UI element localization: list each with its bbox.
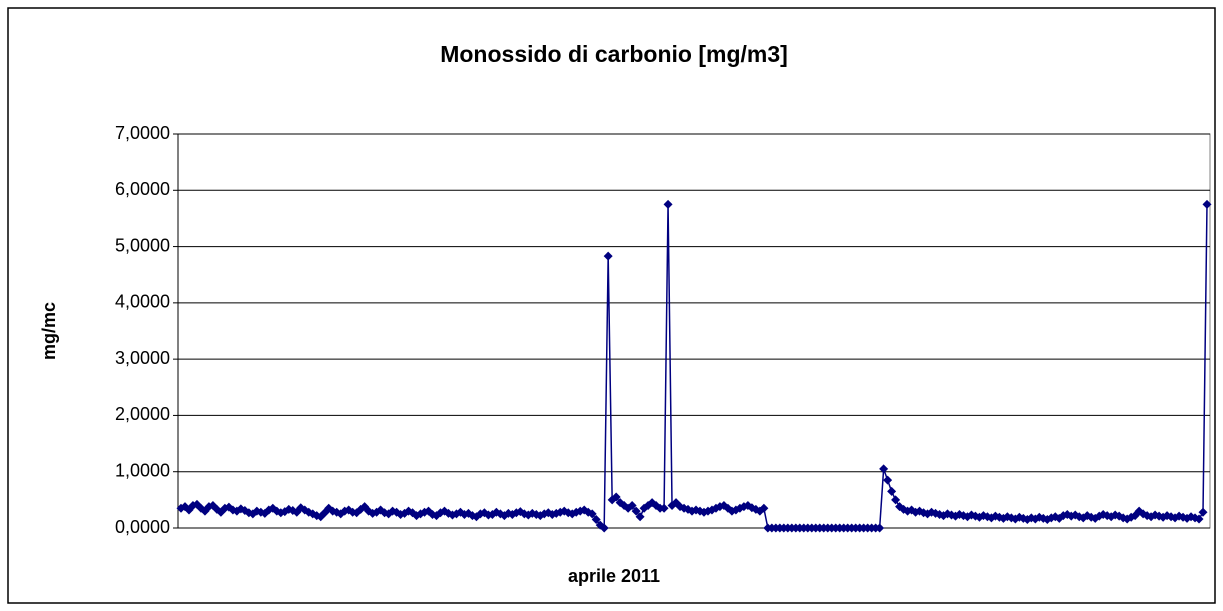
data-point [891, 495, 901, 505]
data-point [567, 509, 577, 519]
y-tick-label: 7,0000 [115, 123, 170, 143]
data-point [923, 509, 933, 519]
data-point [627, 500, 637, 510]
data-point [483, 510, 493, 520]
data-point [336, 509, 346, 519]
data-point [288, 506, 298, 516]
data-point [631, 506, 641, 516]
data-point [663, 199, 673, 209]
data-point [611, 492, 621, 502]
y-tick-label: 6,0000 [115, 179, 170, 199]
data-point [539, 509, 549, 519]
data-point [499, 511, 509, 521]
y-tick-label: 1,0000 [115, 460, 170, 480]
data-point [240, 506, 250, 516]
data-point [248, 509, 258, 519]
data-point [1058, 511, 1068, 521]
data-point [939, 511, 949, 521]
data-point [759, 503, 769, 513]
data-point [523, 510, 533, 520]
data-point [887, 486, 897, 496]
y-tick-label: 4,0000 [115, 292, 170, 312]
y-tick-label: 2,0000 [115, 404, 170, 424]
data-point [1202, 199, 1212, 209]
y-tick-label: 5,0000 [115, 235, 170, 255]
data-point [659, 503, 669, 513]
data-point [879, 464, 889, 474]
data-point [1194, 514, 1204, 524]
data-point [1198, 507, 1208, 517]
data-point [599, 523, 609, 533]
data-point [475, 509, 485, 519]
data-point [591, 515, 601, 525]
x-axis-label: aprile 2011 [568, 566, 660, 586]
data-point [535, 511, 545, 521]
y-tick-label: 0,0000 [115, 517, 170, 537]
data-point [412, 511, 422, 521]
data-point [883, 475, 893, 485]
y-axis-label: mg/mc [39, 302, 59, 360]
chart-title: Monossido di carbonio [mg/m3] [440, 41, 788, 67]
data-point [603, 251, 613, 261]
plot-area [177, 133, 1211, 529]
data-point [432, 511, 442, 521]
data-point [451, 509, 461, 519]
data-point [875, 523, 885, 533]
data-point [384, 509, 394, 519]
data-point [1130, 511, 1140, 521]
data-point [1018, 513, 1028, 523]
data-point [416, 509, 426, 519]
data-point [587, 509, 597, 519]
data-point [635, 512, 645, 522]
y-tick-label: 3,0000 [115, 348, 170, 368]
data-point [447, 510, 457, 520]
